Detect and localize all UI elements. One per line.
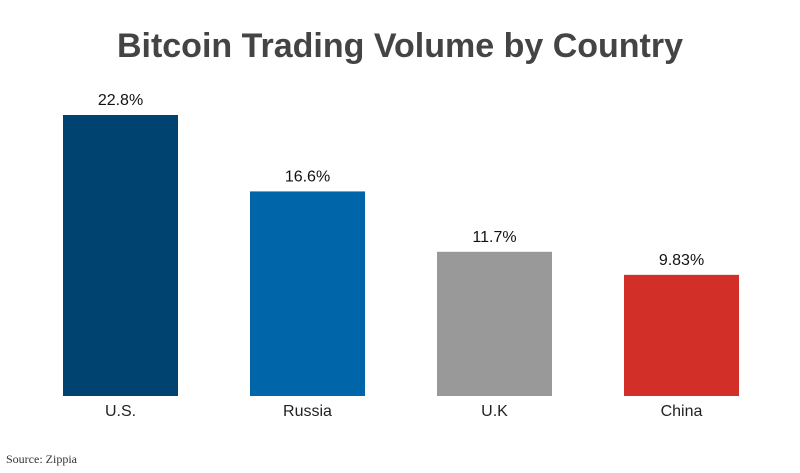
source: Source: Zippia bbox=[6, 452, 78, 466]
x-tick-label: China bbox=[661, 403, 703, 420]
bar bbox=[624, 274, 739, 396]
value-label: 9.83% bbox=[659, 252, 704, 269]
chart-title: Bitcoin Trading Volume by Country bbox=[117, 27, 683, 65]
bar bbox=[63, 115, 178, 396]
bar bbox=[250, 191, 365, 396]
bar bbox=[437, 251, 552, 396]
x-tick-label: U.K bbox=[481, 403, 508, 420]
x-tick-label: U.S. bbox=[105, 403, 136, 420]
x-tick-label: Russia bbox=[283, 403, 332, 420]
value-label: 16.6% bbox=[285, 169, 330, 186]
value-label: 11.7% bbox=[472, 229, 516, 246]
value-label: 22.8% bbox=[98, 92, 143, 109]
